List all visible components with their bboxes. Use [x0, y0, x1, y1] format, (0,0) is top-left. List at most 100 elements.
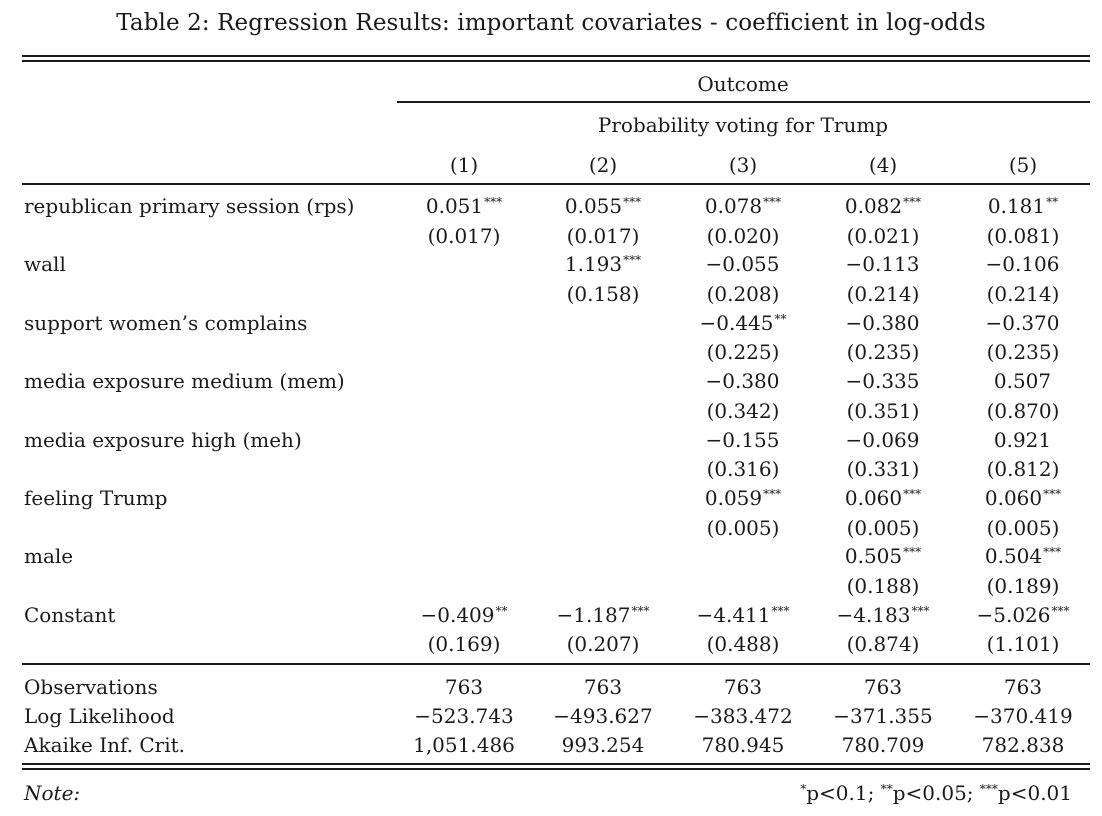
- stat-value: 993.254: [561, 733, 645, 757]
- standard-error-cell: (0.081): [986, 223, 1060, 248]
- coefficient-value: −0.055: [705, 252, 780, 277]
- coefficient-value: 0.059: [704, 486, 763, 510]
- coefficient-value: −0.370: [985, 310, 1060, 335]
- coefficient-value: 0.060: [984, 486, 1043, 510]
- coefficient-cell: 1.193***: [564, 252, 641, 277]
- significance-stars: ***: [1043, 487, 1062, 501]
- coefficient-cell: 0.181**: [988, 195, 1059, 219]
- coefficient-value: −0.445: [699, 310, 774, 335]
- significance-stars: *: [800, 782, 807, 796]
- stat-value: −371.355: [833, 704, 933, 728]
- coefficient-value: 0.051: [425, 194, 484, 218]
- significance-stars: **: [1046, 195, 1059, 209]
- coefficient-value: −0.409: [420, 602, 495, 627]
- coefficient-cell: [464, 371, 465, 394]
- stat-value: 780.709: [841, 733, 925, 757]
- stat-value: −383.472: [693, 704, 793, 728]
- dependent-variable-heading: Probability voting for Trump: [597, 113, 889, 137]
- coefficient-value: −0.113: [845, 252, 920, 277]
- coefficient-cell: 0.051***: [425, 194, 503, 219]
- row-label: media exposure medium (mem): [24, 369, 345, 394]
- coefficient-value: −4.183: [836, 602, 911, 627]
- row-label: feeling Trump: [24, 486, 168, 510]
- stat-label: Log Likelihood: [24, 704, 175, 728]
- standard-error-cell: (0.351): [846, 398, 920, 423]
- standard-error-cell: (0.208): [706, 281, 780, 306]
- standard-error-cell: (0.207): [566, 632, 640, 657]
- standard-error-cell: (0.017): [427, 223, 501, 248]
- bottom-double-rule-1: [22, 763, 1090, 765]
- bottom-double-rule-2: [22, 768, 1090, 770]
- coefficient-value: −1.187: [556, 602, 631, 627]
- standard-error-cell: (1.101): [986, 632, 1060, 657]
- coefficient-cell: 0.921: [994, 430, 1052, 453]
- coefficient-cell: −0.445**: [699, 310, 786, 336]
- coefficient-cell: 0.507: [994, 371, 1052, 394]
- significance-stars: ***: [1051, 603, 1070, 618]
- row-label: media exposure high (meh): [24, 427, 302, 452]
- coefficient-value: 0.055: [564, 194, 623, 218]
- coefficient-cell: 0.504***: [984, 544, 1062, 569]
- significance-stars: ***: [484, 195, 503, 209]
- row-label: republican primary session (rps): [24, 194, 355, 218]
- stat-value: 763: [863, 675, 903, 699]
- significance-text: p<0.01: [997, 781, 1072, 805]
- significance-stars: ***: [911, 603, 930, 618]
- standard-error-cell: (0.169): [427, 632, 501, 657]
- significance-stars: ***: [1043, 545, 1062, 560]
- significance-stars: ***: [903, 545, 922, 560]
- column-number: (3): [728, 153, 758, 177]
- stat-value: −370.419: [973, 704, 1073, 728]
- coefficient-cell: −4.183***: [836, 602, 930, 628]
- coefficient-value: −0.069: [845, 427, 920, 452]
- top-double-rule-2: [22, 60, 1090, 62]
- stat-value: 1,051.486: [413, 733, 515, 757]
- coefficient-value: 0.921: [993, 427, 1052, 452]
- coefficient-cell: −0.055: [705, 254, 780, 277]
- standard-error-cell: (0.331): [846, 457, 920, 482]
- coefficient-cell: [603, 488, 604, 511]
- coefficient-cell: [603, 430, 604, 453]
- coefficient-cell: 0.505***: [844, 544, 922, 569]
- coefficient-cell: −1.187***: [556, 602, 650, 628]
- coefficient-value: −0.380: [705, 369, 780, 394]
- significance-stars: **: [495, 603, 508, 618]
- significance-stars: ***: [631, 603, 650, 618]
- standard-error-cell: (0.812): [986, 457, 1060, 482]
- significance-note: *p<0.1; **p<0.05; ***p<0.01: [800, 781, 1072, 805]
- standard-error-cell: (0.870): [986, 398, 1060, 423]
- row-label: support women’s complains: [24, 310, 308, 335]
- stat-value: −493.627: [553, 704, 653, 728]
- coefficient-value: 1.193: [564, 252, 623, 277]
- note-label: Note:: [24, 781, 81, 805]
- coefficient-cell: 0.060***: [845, 487, 921, 511]
- coefficient-cell: −0.370: [985, 313, 1060, 336]
- top-double-rule-1: [22, 55, 1090, 57]
- coefficient-value: 0.505: [844, 544, 903, 569]
- standard-error-cell: (0.342): [706, 398, 780, 423]
- coefficient-cell: −0.380: [845, 313, 920, 336]
- significance-stars: ***: [763, 195, 782, 209]
- coefficient-cell: [464, 313, 465, 336]
- coefficient-cell: [464, 488, 465, 511]
- coefficient-value: −0.380: [845, 310, 920, 335]
- coefficient-cell: −0.380: [705, 371, 780, 394]
- coefficient-value: −0.335: [845, 369, 920, 394]
- stat-label: Akaike Inf. Crit.: [24, 733, 186, 757]
- standard-error-cell: (0.017): [566, 223, 640, 248]
- coefficient-value: 0.504: [984, 544, 1043, 569]
- stat-value: 763: [444, 675, 484, 699]
- column-number: (1): [449, 153, 479, 177]
- coefficient-cell: −0.155: [705, 430, 780, 453]
- coefficient-cell: −0.335: [845, 371, 920, 394]
- column-number: (2): [588, 153, 618, 177]
- significance-stars: ***: [623, 195, 642, 209]
- column-number: (5): [1008, 153, 1038, 177]
- standard-error-cell: (0.235): [846, 340, 920, 365]
- coefficient-value: 0.507: [993, 369, 1052, 394]
- stat-value: 780.945: [701, 733, 785, 757]
- coefficient-cell: [603, 313, 604, 336]
- stat-value: 763: [723, 675, 763, 699]
- outcome-underline: [397, 101, 1090, 103]
- coefficient-cell: [464, 430, 465, 453]
